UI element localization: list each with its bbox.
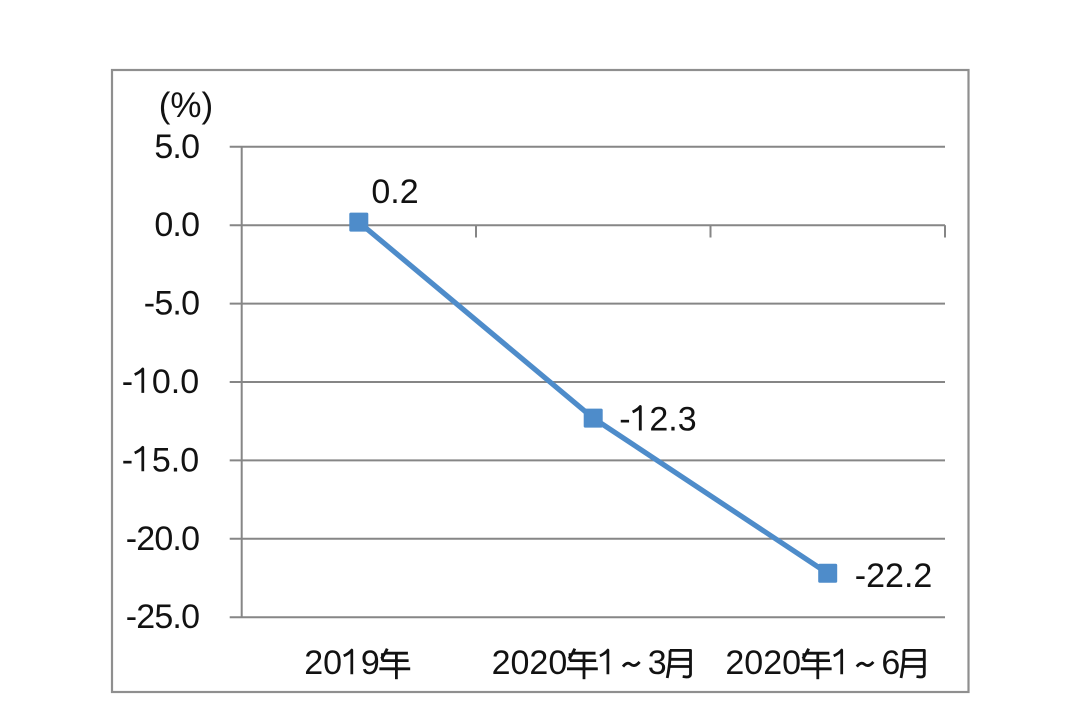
- svg-text:5.0: 5.0: [154, 128, 199, 166]
- svg-text:-: -: [619, 401, 630, 439]
- svg-text:20: 20: [304, 644, 342, 682]
- svg-text:0.0: 0.0: [152, 363, 199, 401]
- svg-text:9: 9: [361, 644, 380, 682]
- svg-text:-5.0: -5.0: [144, 285, 199, 323]
- svg-text:2020: 2020: [725, 644, 801, 682]
- svg-text:-: -: [122, 441, 133, 479]
- svg-text:3: 3: [648, 644, 667, 682]
- svg-text:-: -: [122, 363, 133, 401]
- svg-text:0.0: 0.0: [154, 206, 199, 244]
- svg-text:0.2: 0.2: [371, 173, 418, 211]
- svg-text:-20.0: -20.0: [126, 520, 200, 558]
- svg-text:2.3: 2.3: [649, 401, 696, 439]
- svg-text:-25.0: -25.0: [126, 598, 200, 636]
- svg-text:-22.2: -22.2: [855, 557, 933, 595]
- svg-text:2020: 2020: [492, 644, 568, 682]
- svg-text:(%): (%): [159, 86, 213, 125]
- svg-text:5.0: 5.0: [152, 441, 199, 479]
- svg-text:6: 6: [881, 644, 900, 682]
